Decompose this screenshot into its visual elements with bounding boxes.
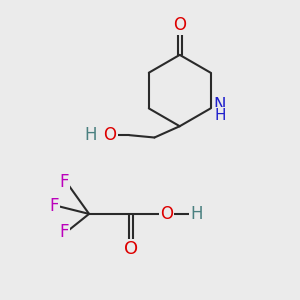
Text: H: H (84, 126, 97, 144)
Text: F: F (59, 172, 69, 190)
Text: F: F (49, 197, 59, 215)
Text: O: O (103, 126, 116, 144)
Text: O: O (160, 205, 173, 223)
Text: O: O (124, 240, 138, 258)
Text: H: H (214, 108, 226, 123)
Text: O: O (173, 16, 186, 34)
Text: F: F (59, 223, 69, 241)
Text: H: H (190, 205, 203, 223)
Text: N: N (214, 96, 226, 114)
